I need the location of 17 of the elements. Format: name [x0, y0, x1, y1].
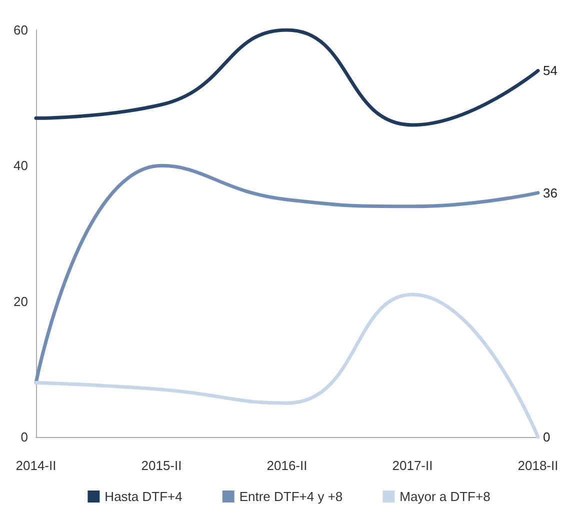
x-tick-label: 2014-II — [16, 458, 56, 473]
y-tick-label: 0 — [20, 430, 28, 444]
x-tick-label: 2018-II — [518, 458, 558, 473]
data-label: 36 — [543, 185, 558, 200]
legend-label: Mayor a DTF+8 — [400, 489, 490, 504]
line-series — [34, 28, 540, 127]
line-series — [34, 164, 540, 384]
x-tick-label: 2017-II — [392, 458, 433, 473]
legend-label: Entre DTF+4 y +8 — [239, 489, 343, 504]
y-tick-label: 20 — [14, 294, 28, 309]
data-label: 54 — [543, 63, 558, 78]
data-label: 0 — [543, 430, 550, 444]
x-tick-label: 2015-II — [141, 458, 182, 473]
y-tick-label: 40 — [14, 158, 28, 174]
x-tick-label: 2016-II — [266, 458, 308, 473]
y-tick-label: 60 — [14, 22, 28, 38]
legend-label: Hasta DTF+4 — [104, 489, 182, 504]
